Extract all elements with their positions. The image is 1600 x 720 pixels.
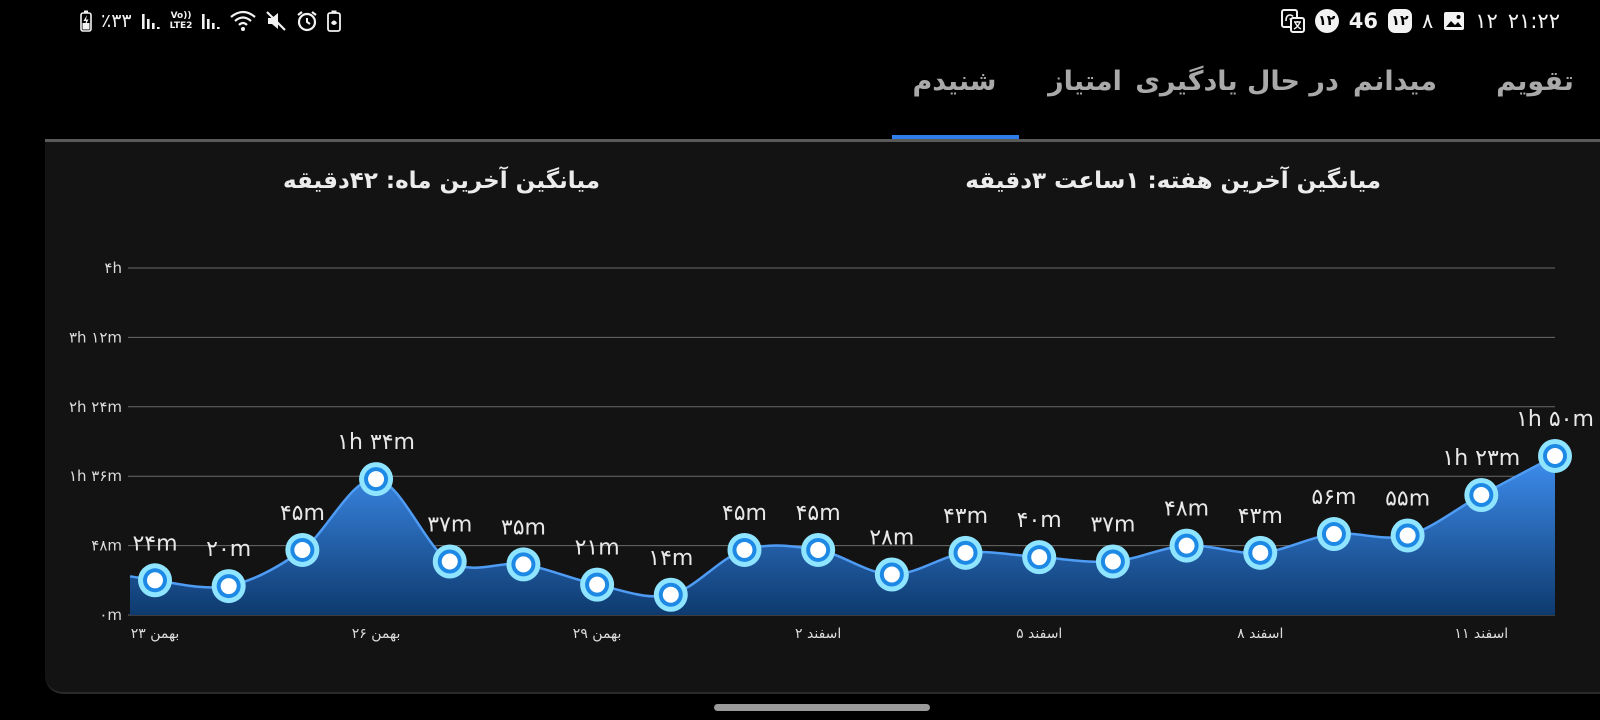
data-point[interactable] — [211, 569, 246, 604]
data-label: ۴۵m — [280, 501, 325, 526]
data-label: ۵۵m — [1385, 486, 1430, 511]
data-label: ۳۷m — [427, 513, 472, 538]
data-label: ۴۸m — [1164, 497, 1209, 522]
data-point[interactable] — [432, 544, 467, 579]
notification-count: ۸ — [1421, 9, 1434, 33]
data-label: ۴۳m — [1238, 504, 1283, 529]
date-day: ۱۲ — [1475, 9, 1498, 33]
data-point[interactable] — [285, 532, 320, 567]
area-fill — [130, 455, 1555, 615]
battery-saver-icon — [327, 10, 342, 32]
signal-icon-2 — [201, 11, 221, 31]
status-left-group: ٪۳۳ Vo)) LTE2 — [80, 10, 342, 32]
data-label: ۲۴m — [132, 531, 177, 556]
x-tick-label: ۸ اسفند — [1237, 626, 1283, 642]
network-speed: 46 — [1348, 9, 1378, 33]
battery-percent: ٪۳۳ — [101, 10, 132, 32]
data-label: ۲۱m — [575, 536, 620, 561]
y-tick-label: ۰m — [99, 606, 122, 624]
data-point[interactable] — [1169, 528, 1204, 563]
lte-icon: Vo)) LTE2 — [170, 11, 193, 31]
tab-score[interactable]: امتیاز — [1048, 66, 1122, 97]
data-label: ۳۷m — [1090, 513, 1135, 538]
data-label: ۱h ۳۴m — [337, 430, 415, 455]
data-label: ۵۶m — [1311, 485, 1356, 510]
x-tick-label: ۲۳ بهمن — [131, 626, 180, 642]
data-point[interactable] — [801, 532, 836, 567]
notification-badge-circle: ۱۲ — [1314, 9, 1339, 33]
weekly-average: میانگین آخرین هفته: ۱ساعت ۳دقیقه — [965, 168, 1381, 194]
data-point[interactable] — [948, 535, 983, 570]
data-point[interactable] — [359, 462, 394, 497]
data-point[interactable] — [653, 577, 688, 612]
data-label: ۳۵m — [501, 515, 546, 540]
home-indicator[interactable] — [714, 704, 930, 711]
data-point[interactable] — [1022, 540, 1057, 575]
wifi-icon — [230, 10, 257, 32]
data-label: ۲۸m — [869, 526, 914, 551]
status-bar: ٪۳۳ Vo)) LTE2 ۱۲ 46 ۱۲ ۸ — [0, 0, 1600, 44]
data-label: ۲۰m — [206, 537, 251, 562]
lte-label-bottom: LTE2 — [169, 21, 193, 31]
data-point[interactable] — [138, 563, 172, 598]
tab-bar: شنیدم امتیاز در حال یادگیری میدانم تقویم — [890, 66, 1600, 140]
data-point[interactable] — [580, 567, 615, 602]
data-point[interactable] — [1390, 518, 1425, 553]
monthly-average: میانگین آخرین ماه: ۴۲دقیقه — [283, 168, 600, 194]
y-tick-label: ۴h — [104, 259, 122, 277]
lte-label-top: Vo)) — [170, 11, 192, 21]
data-label: ۱h ۲۳m — [1442, 446, 1520, 471]
data-label: ۴۰m — [1017, 508, 1062, 533]
gallery-icon — [1443, 11, 1465, 31]
translate-icon — [1280, 9, 1305, 33]
x-tick-label: ۲۶ بهمن — [352, 626, 401, 642]
x-tick-label: ۲ اسفند — [795, 626, 841, 642]
data-point[interactable] — [1316, 517, 1351, 552]
y-tick-label: ۲h ۲۴m — [69, 398, 122, 416]
data-point[interactable] — [727, 532, 762, 567]
notification-badge-square: ۱۲ — [1387, 9, 1412, 33]
data-point[interactable] — [1095, 544, 1130, 579]
y-tick-label: ۴۸m — [91, 537, 122, 555]
signal-icon — [141, 11, 161, 31]
x-tick-label: ۲۹ بهمن — [573, 626, 622, 642]
tab-heard[interactable]: شنیدم — [912, 66, 997, 97]
data-label: ۴۳m — [943, 504, 988, 529]
data-point[interactable] — [1464, 477, 1499, 512]
active-tab-indicator — [892, 135, 1019, 140]
y-tick-label: ۳h ۱۲m — [69, 328, 122, 346]
status-right-group: ۱۲ 46 ۱۲ ۸ ۱۲ ۲۱:۲۲ — [1280, 9, 1560, 33]
data-point[interactable] — [1243, 535, 1278, 570]
tabs-divider — [45, 139, 1600, 142]
data-point[interactable] — [506, 547, 541, 582]
data-point[interactable] — [1538, 438, 1572, 473]
alarm-icon — [296, 10, 318, 32]
tab-known[interactable]: میدانم — [1353, 66, 1437, 97]
tab-learning[interactable]: در حال یادگیری — [1135, 66, 1339, 97]
mute-icon — [265, 10, 287, 32]
y-tick-label: ۱h ۳۶m — [69, 467, 122, 485]
data-label: ۴۵m — [722, 501, 767, 526]
battery-charging-icon — [80, 10, 92, 32]
x-tick-label: ۱۱ اسفند — [1454, 626, 1508, 642]
tab-calendar[interactable]: تقویم — [1496, 66, 1574, 97]
data-point[interactable] — [874, 557, 909, 592]
x-tick-label: ۵ اسفند — [1016, 626, 1062, 642]
data-label: ۴۵m — [796, 501, 841, 526]
clock-time: ۲۱:۲۲ — [1507, 9, 1560, 33]
data-label: ۱۴m — [648, 546, 693, 571]
data-label: ۱h ۵۰m — [1516, 407, 1594, 432]
